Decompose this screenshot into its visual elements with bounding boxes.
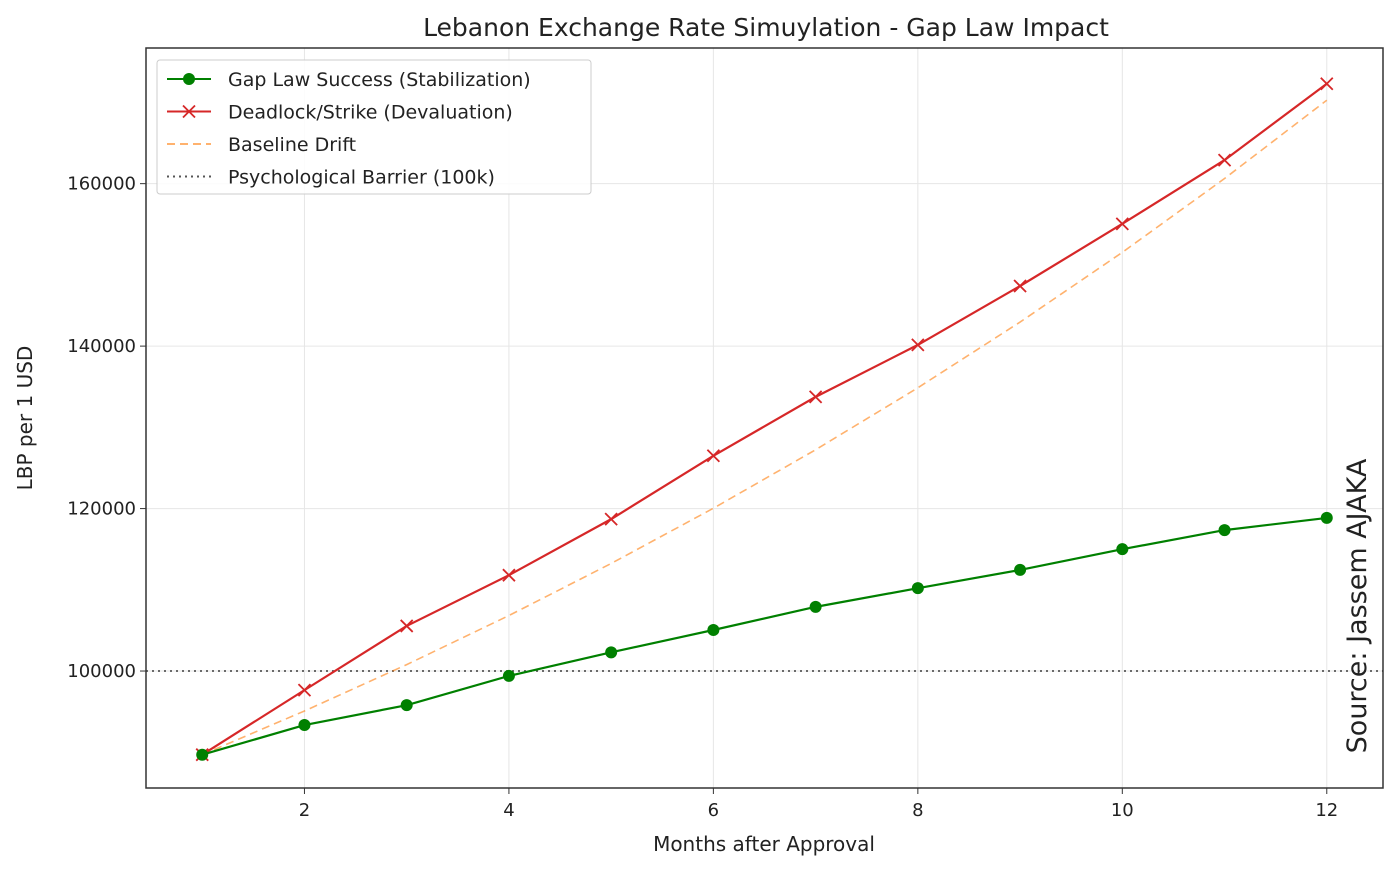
ticks: 2 4 6 8 10 12 100000 120000 140000 160000 — [67, 174, 1338, 821]
data-point — [707, 624, 720, 637]
series-lines — [146, 77, 1383, 762]
legend-label: Baseline Drift — [228, 134, 356, 156]
data-point — [400, 699, 413, 712]
series-line-deadlock-strike-devaluation — [201, 82, 1328, 756]
data-point — [809, 600, 822, 613]
data-point — [808, 390, 823, 404]
data-point — [911, 338, 925, 352]
data-point — [196, 748, 209, 761]
data-point — [1115, 217, 1129, 231]
x-tick-label: 12 — [1315, 800, 1338, 821]
legend-box — [156, 59, 592, 195]
x-tick-label: 8 — [912, 800, 923, 821]
legend-label: Gap Law Success (Stabilization) — [228, 69, 531, 91]
x-tick-label: 4 — [503, 800, 514, 821]
legend-marker — [182, 104, 196, 119]
series-line-gap-law-success-stabilization — [201, 516, 1327, 756]
plot-frame — [145, 47, 1384, 789]
data-point — [1013, 279, 1027, 293]
data-point — [298, 719, 311, 732]
legend-label: Psychological Barrier (100k) — [228, 167, 495, 189]
y-tick-label: 140000 — [67, 336, 136, 357]
data-point — [604, 512, 618, 526]
data-point — [502, 669, 515, 682]
legend: Gap Law Success (Stabilization) Deadlock/… — [156, 59, 592, 195]
y-tick-label: 120000 — [67, 499, 136, 520]
x-tick-label: 2 — [299, 800, 310, 821]
y-tick-label: 100000 — [67, 661, 136, 682]
data-point — [1116, 543, 1129, 556]
x-tick-label: 10 — [1111, 800, 1134, 821]
y-axis-label: LBP per 1 USD — [13, 346, 37, 491]
data-point — [706, 449, 721, 463]
source-annotation: Source: Jassem AJAKA — [1342, 458, 1373, 753]
x-axis-label: Months after Approval — [653, 832, 875, 856]
data-point — [1320, 511, 1333, 524]
data-point — [911, 582, 924, 595]
data-point — [400, 619, 414, 633]
x-tick-label: 6 — [708, 800, 719, 821]
legend-label: Deadlock/Strike (Devaluation) — [228, 102, 513, 124]
data-point — [502, 568, 516, 582]
data-point — [1218, 524, 1231, 537]
data-point — [1217, 153, 1232, 167]
y-tick-label: 160000 — [67, 174, 136, 195]
data-point — [1014, 563, 1027, 576]
legend-marker — [183, 73, 195, 85]
data-point — [1320, 77, 1334, 91]
chart-title: Lebanon Exchange Rate Simuylation - Gap … — [423, 13, 1109, 42]
series-line-baseline-drift — [201, 99, 1328, 756]
data-point — [297, 683, 312, 697]
data-point — [605, 646, 618, 659]
